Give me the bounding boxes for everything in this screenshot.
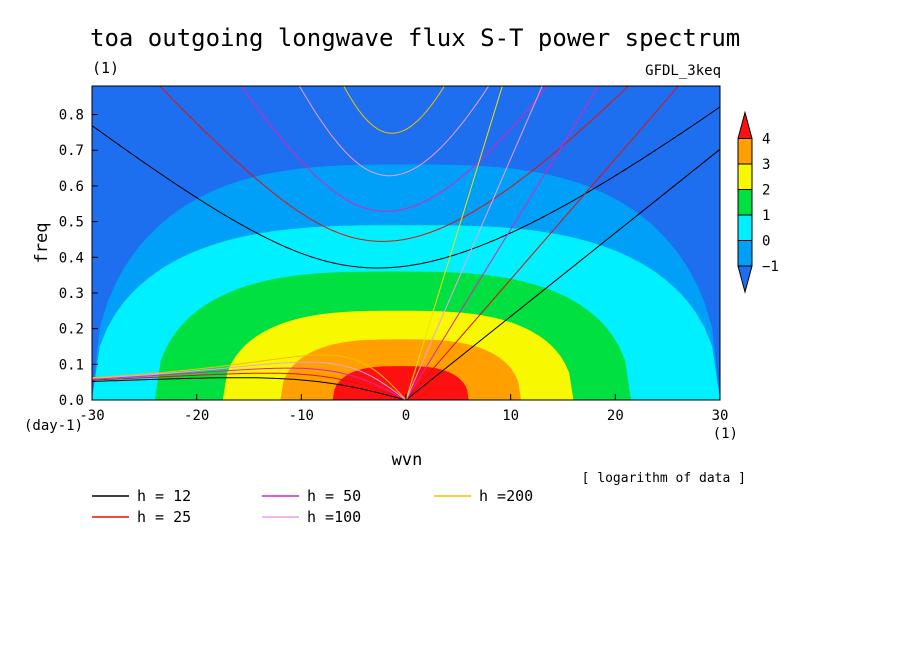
rossby-curve: [92, 377, 407, 400]
kelvin-wave-line: [405, 86, 680, 400]
colorbar-box: [737, 240, 753, 267]
ig-wave-curve: [343, 86, 445, 134]
colorbar-label: 3: [762, 157, 770, 173]
model-label: GFDL_3keq: [645, 63, 721, 79]
ig-wave-curve: [159, 86, 630, 242]
colorbar-box: [737, 163, 753, 190]
y-tick-label: 0.5: [59, 215, 84, 231]
x-tick-label: -20: [184, 408, 209, 424]
legend-label: h =200: [479, 487, 533, 505]
y-tick-label: 0.3: [59, 286, 84, 302]
colorbar-label: 2: [762, 183, 770, 199]
legend: h = 12 h = 25 h = 50 h =100 h =200: [92, 487, 533, 526]
x-tick-label: -10: [289, 408, 314, 424]
colorbar-label: 1: [762, 208, 770, 224]
legend-label: h =100: [307, 508, 361, 526]
y-axis-label: freq: [32, 223, 52, 264]
colorbar-label: −1: [762, 259, 779, 275]
y-tick-label: 0.2: [59, 322, 84, 338]
y-tick-label: 0.6: [59, 179, 84, 195]
x-tick-label: 0: [402, 408, 410, 424]
plot-area: [92, 86, 720, 400]
x-tick-label: 10: [502, 408, 519, 424]
ig-wave-curve: [92, 106, 720, 269]
rossby-curve: [92, 354, 407, 400]
y-tick-label: 0.0: [59, 393, 84, 409]
kelvin-wave-line: [405, 86, 600, 400]
legend-label: h = 12: [137, 487, 191, 505]
colorbar-high-arrow: [737, 110, 753, 139]
colorbar-box: [737, 189, 753, 216]
data-note: [ logarithm of data ]: [582, 471, 746, 486]
colorbar-label: 4: [762, 132, 770, 148]
kelvin-wave-line: [405, 148, 720, 400]
ig-wave-curve: [240, 86, 548, 212]
rossby-curve: [92, 361, 407, 400]
x-tick-label: 30: [712, 408, 729, 424]
y-tick-label: 0.1: [59, 357, 84, 373]
colorbar: −1 0 1 2 3 4: [737, 110, 779, 294]
kelvin-wave-line: [405, 86, 503, 400]
units-label: (1): [92, 59, 119, 77]
legend-label: h = 25: [137, 508, 191, 526]
legend-label: h = 50: [307, 487, 361, 505]
rossby-curve: [92, 372, 407, 400]
ig-wave-curve: [298, 86, 490, 177]
x-unit-label: (1): [713, 426, 738, 442]
colorbar-low-arrow: [737, 265, 753, 294]
x-tick-label: -30: [79, 408, 104, 424]
contour-region: [332, 366, 469, 400]
x-tick-label: 20: [607, 408, 624, 424]
x-axis-label: wvn: [392, 450, 423, 470]
y-tick-label: 0.8: [59, 108, 84, 124]
colorbar-label: 0: [762, 234, 770, 250]
kelvin-wave-line: [405, 86, 543, 400]
y-tick-label: 0.7: [59, 143, 84, 159]
y-unit-label: (day-1): [24, 418, 83, 434]
y-tick-label: 0.4: [59, 250, 84, 266]
rossby-curve: [92, 367, 407, 400]
colorbar-box: [737, 138, 753, 165]
colorbar-box: [737, 214, 753, 241]
chart-title: toa outgoing longwave flux S-T power spe…: [90, 24, 740, 52]
